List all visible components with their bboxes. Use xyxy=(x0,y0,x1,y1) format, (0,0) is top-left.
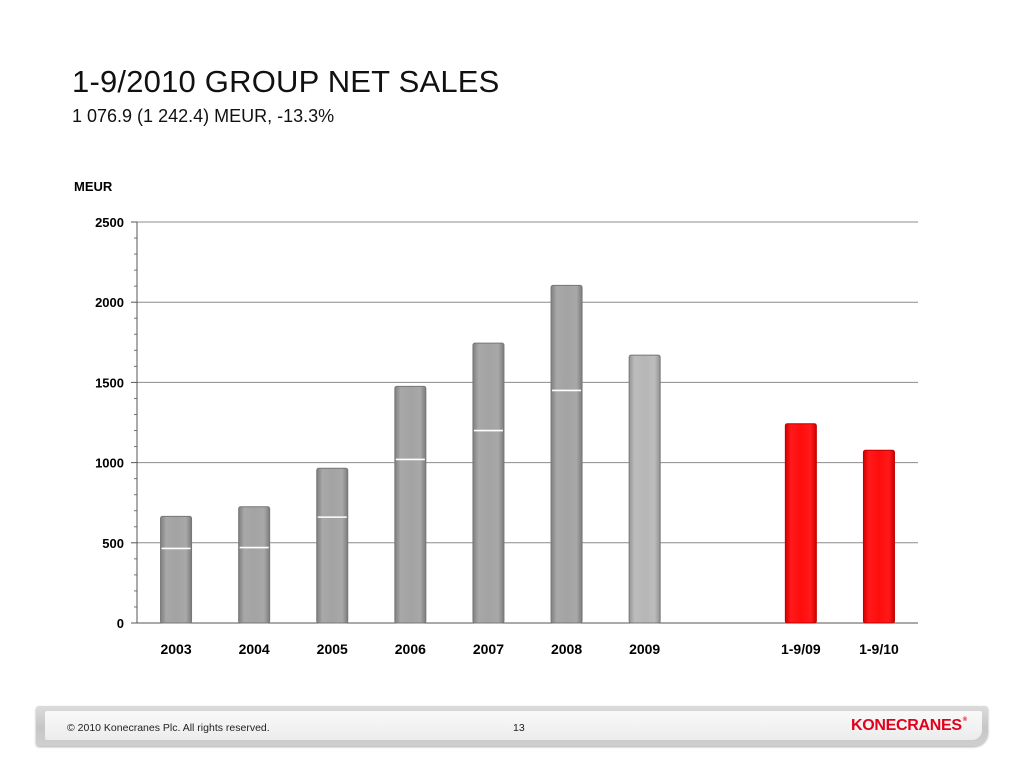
x-tick-label: 1-9/09 xyxy=(781,641,821,657)
y-tick-label: 500 xyxy=(102,536,124,551)
footer-bar: © 2010 Konecranes Plc. All rights reserv… xyxy=(36,706,988,746)
y-tick-label: 1500 xyxy=(95,375,124,390)
y-tick-label: 2500 xyxy=(95,215,124,230)
y-axis-label: MEUR xyxy=(74,179,113,194)
slide-subtitle: 1 076.9 (1 242.4) MEUR, -13.3% xyxy=(72,106,335,126)
bar-2005 xyxy=(316,467,349,624)
bar-2008 xyxy=(550,284,583,624)
x-tick-label: 2006 xyxy=(395,641,426,657)
x-tick-label: 2009 xyxy=(629,641,660,657)
bar-2006 xyxy=(394,385,427,624)
x-tick-label: 1-9/10 xyxy=(859,641,899,657)
x-tick-label: 2007 xyxy=(473,641,504,657)
bar-2003 xyxy=(160,515,193,624)
x-tick-label: 2005 xyxy=(317,641,348,657)
y-tick-label: 2000 xyxy=(95,295,124,310)
logo-wordmark: KONECRANES xyxy=(851,717,962,734)
bar-2004 xyxy=(238,506,271,624)
y-tick-label: 0 xyxy=(117,616,124,631)
x-tick-label: 2003 xyxy=(160,641,191,657)
bar-1-9/10 xyxy=(862,449,895,624)
page-number: 13 xyxy=(513,722,525,734)
logo-registered-mark: ® xyxy=(962,717,967,723)
y-tick-label: 1000 xyxy=(95,456,124,471)
net-sales-bar-chart: MEUR 0 500 1000 1500 2000 2500 2003 2004 2005 200… xyxy=(74,179,918,657)
copyright-text: © 2010 Konecranes Plc. All rights reserv… xyxy=(67,722,270,734)
slide-title: 1-9/2010 GROUP NET SALES xyxy=(72,64,500,99)
x-tick-label: 2008 xyxy=(551,641,582,657)
x-tick-label: 2004 xyxy=(239,641,270,657)
footer-panel: © 2010 Konecranes Plc. All rights reserv… xyxy=(45,711,982,740)
konecranes-logo: KONECRANES® xyxy=(851,717,967,735)
bar-1-9/09 xyxy=(784,423,817,624)
bar-2007 xyxy=(472,342,505,624)
bar-2009 xyxy=(628,354,661,624)
